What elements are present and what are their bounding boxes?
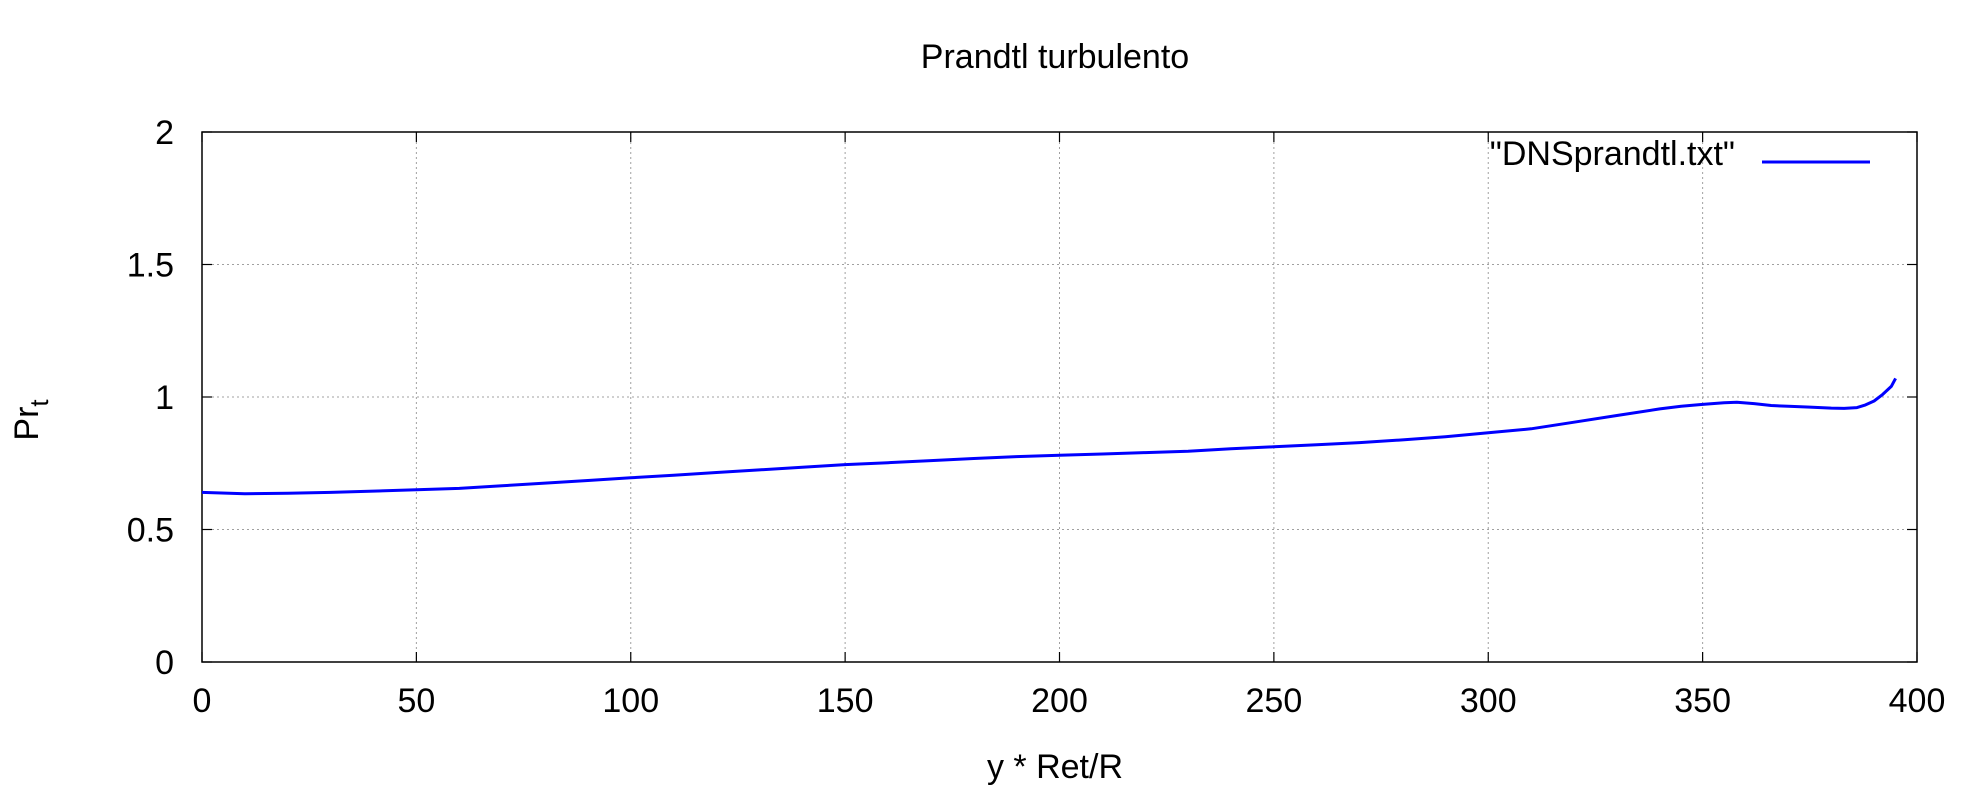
x-tick-labels: 0 50 100 150 200 250 300 350 400 (193, 682, 1946, 720)
y-tick-label: 1 (155, 379, 174, 417)
y-tick-label: 1.5 (127, 247, 174, 285)
x-tick-label: 400 (1889, 682, 1946, 720)
series-line (201, 377, 1897, 496)
y-tick-label: 2 (155, 114, 174, 152)
y-tick-label: 0 (155, 644, 174, 682)
y-tick-labels: 0 0.5 1 1.5 2 (127, 114, 174, 682)
x-tick-label: 100 (602, 682, 659, 720)
y-axis-label-main: Pr (8, 407, 46, 441)
legend: "DNSprandtl.txt" (1490, 135, 1870, 173)
series-layer (201, 377, 1897, 496)
y-tick-label: 0.5 (127, 512, 174, 550)
x-tick-label: 50 (397, 682, 435, 720)
x-tick-label: 350 (1674, 682, 1731, 720)
chart-title: Prandtl turbulento (921, 38, 1189, 76)
x-tick-label: 250 (1246, 682, 1303, 720)
x-tick-label: 0 (193, 682, 212, 720)
plot-frame (201, 131, 1918, 663)
y-axis-label-group: Prt (8, 399, 54, 441)
y-axis-label-subscript: t (24, 399, 54, 407)
x-axis-label: y * Ret/R (987, 748, 1123, 786)
legend-label: "DNSprandtl.txt" (1490, 135, 1735, 173)
y-axis-label: Prt (8, 399, 54, 441)
x-tick-label: 200 (1031, 682, 1088, 720)
x-tick-label: 150 (817, 682, 874, 720)
x-tick-label: 300 (1460, 682, 1517, 720)
grid (202, 132, 1917, 662)
